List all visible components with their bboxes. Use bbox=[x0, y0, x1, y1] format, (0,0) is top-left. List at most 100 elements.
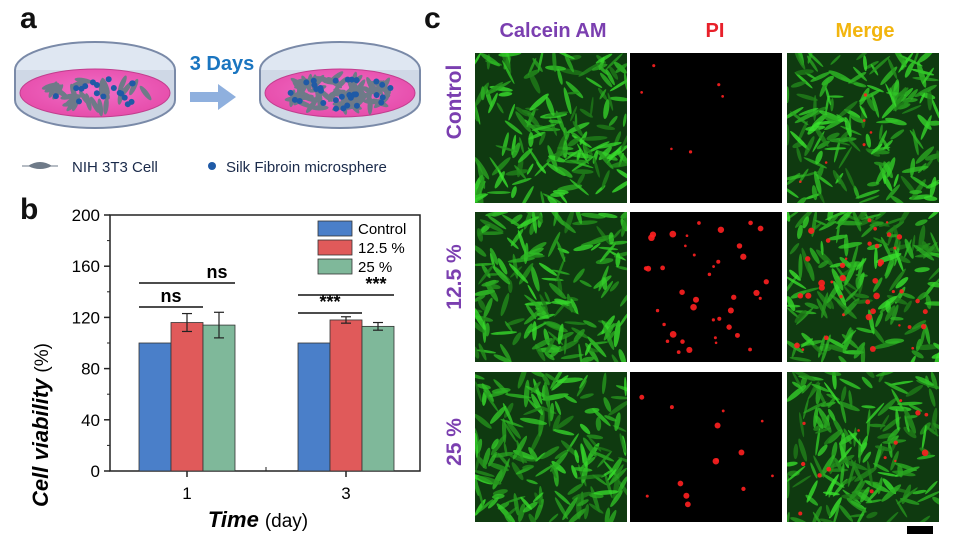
green-cell bbox=[866, 84, 884, 93]
row-header-12-5: 12.5 % bbox=[443, 244, 466, 310]
cell-shape bbox=[301, 91, 317, 103]
green-cell bbox=[576, 148, 582, 162]
green-cell bbox=[813, 170, 822, 195]
green-cell bbox=[564, 159, 589, 164]
green-cell bbox=[915, 338, 922, 352]
green-cell bbox=[608, 115, 618, 127]
red-dead-cell bbox=[894, 459, 897, 463]
significance-annotations: ns ns *** *** bbox=[139, 262, 394, 314]
green-cell bbox=[875, 212, 890, 220]
green-cell bbox=[933, 342, 939, 352]
green-cell bbox=[914, 84, 937, 98]
green-cell bbox=[476, 438, 483, 454]
microsphere-dot bbox=[378, 99, 385, 106]
green-cell bbox=[512, 332, 522, 346]
red-dead-cell bbox=[844, 257, 848, 261]
green-cell bbox=[479, 219, 504, 233]
green-cell bbox=[881, 172, 893, 192]
red-dead-cell bbox=[799, 180, 802, 183]
y-tick-label: 160 bbox=[72, 257, 100, 276]
red-dead-cell bbox=[899, 399, 903, 403]
green-cell bbox=[590, 96, 594, 118]
green-cell bbox=[475, 305, 486, 331]
green-cell bbox=[596, 226, 611, 246]
green-cell bbox=[505, 169, 529, 176]
green-cell bbox=[548, 231, 561, 257]
green-cell bbox=[858, 89, 881, 102]
green-cell bbox=[915, 376, 934, 386]
green-cell bbox=[844, 261, 857, 286]
green-cell bbox=[848, 480, 866, 502]
green-cell bbox=[523, 323, 533, 339]
green-cell bbox=[497, 169, 509, 188]
green-cell bbox=[499, 343, 512, 362]
y-tick-label: 40 bbox=[81, 411, 100, 430]
green-cell bbox=[819, 78, 830, 97]
green-cell bbox=[477, 499, 494, 514]
green-cell bbox=[573, 268, 585, 283]
green-cell bbox=[904, 238, 914, 259]
green-cell bbox=[787, 307, 800, 319]
green-cell bbox=[794, 69, 814, 75]
green-cell bbox=[839, 378, 861, 390]
green-cell bbox=[843, 289, 859, 303]
microsphere-dot bbox=[52, 93, 59, 100]
green-cell bbox=[586, 434, 604, 440]
green-cell bbox=[916, 454, 936, 460]
green-cell bbox=[827, 397, 836, 408]
green-cell bbox=[889, 268, 906, 292]
green-cell bbox=[552, 414, 561, 432]
green-cell bbox=[813, 125, 829, 147]
green-cell bbox=[927, 251, 939, 260]
green-cell bbox=[503, 420, 517, 443]
green-cell bbox=[549, 402, 555, 422]
microsphere-dot bbox=[291, 96, 298, 103]
green-cell bbox=[487, 497, 499, 509]
green-cell bbox=[812, 511, 824, 522]
red-dead-cell bbox=[867, 241, 872, 246]
green-cell bbox=[475, 263, 494, 266]
green-cell bbox=[599, 72, 613, 88]
green-cell bbox=[578, 62, 601, 77]
green-cell bbox=[873, 277, 883, 293]
green-cell bbox=[551, 300, 572, 305]
green-cell bbox=[617, 476, 627, 493]
red-dead-cell bbox=[865, 313, 873, 321]
green-cell bbox=[546, 162, 566, 177]
petri-dish-day3 bbox=[259, 41, 421, 129]
green-cell bbox=[875, 161, 890, 184]
green-cell bbox=[583, 320, 597, 328]
red-dead-cell bbox=[734, 332, 740, 338]
micrograph-background bbox=[630, 372, 782, 522]
green-cell bbox=[477, 163, 486, 189]
green-cell bbox=[831, 441, 838, 460]
green-cell bbox=[475, 156, 490, 180]
red-dead-cell bbox=[839, 274, 846, 282]
green-cell bbox=[484, 322, 490, 337]
microsphere-dot bbox=[317, 87, 324, 94]
green-cell bbox=[624, 376, 627, 397]
micrograph-tile bbox=[475, 372, 627, 522]
red-dead-cell bbox=[771, 474, 774, 478]
green-cell bbox=[832, 417, 845, 438]
green-cell bbox=[513, 493, 519, 516]
green-cell bbox=[545, 321, 563, 329]
red-dead-cell bbox=[893, 246, 897, 250]
microsphere-dot bbox=[89, 79, 96, 86]
cell-shape bbox=[328, 86, 340, 102]
green-cell bbox=[475, 244, 487, 257]
micrograph-image bbox=[630, 53, 782, 203]
red-dead-cell bbox=[824, 335, 829, 341]
green-cell bbox=[830, 454, 855, 469]
green-cell bbox=[936, 150, 939, 163]
green-cell bbox=[591, 63, 608, 71]
green-cell bbox=[815, 386, 827, 407]
green-cell bbox=[892, 53, 907, 68]
green-cell bbox=[475, 381, 482, 403]
micrograph-image bbox=[787, 212, 939, 362]
red-dead-cell bbox=[915, 298, 920, 304]
green-cell bbox=[787, 461, 798, 467]
red-dead-cell bbox=[741, 486, 746, 492]
legend-swatch bbox=[317, 258, 353, 275]
green-cell bbox=[591, 451, 615, 462]
